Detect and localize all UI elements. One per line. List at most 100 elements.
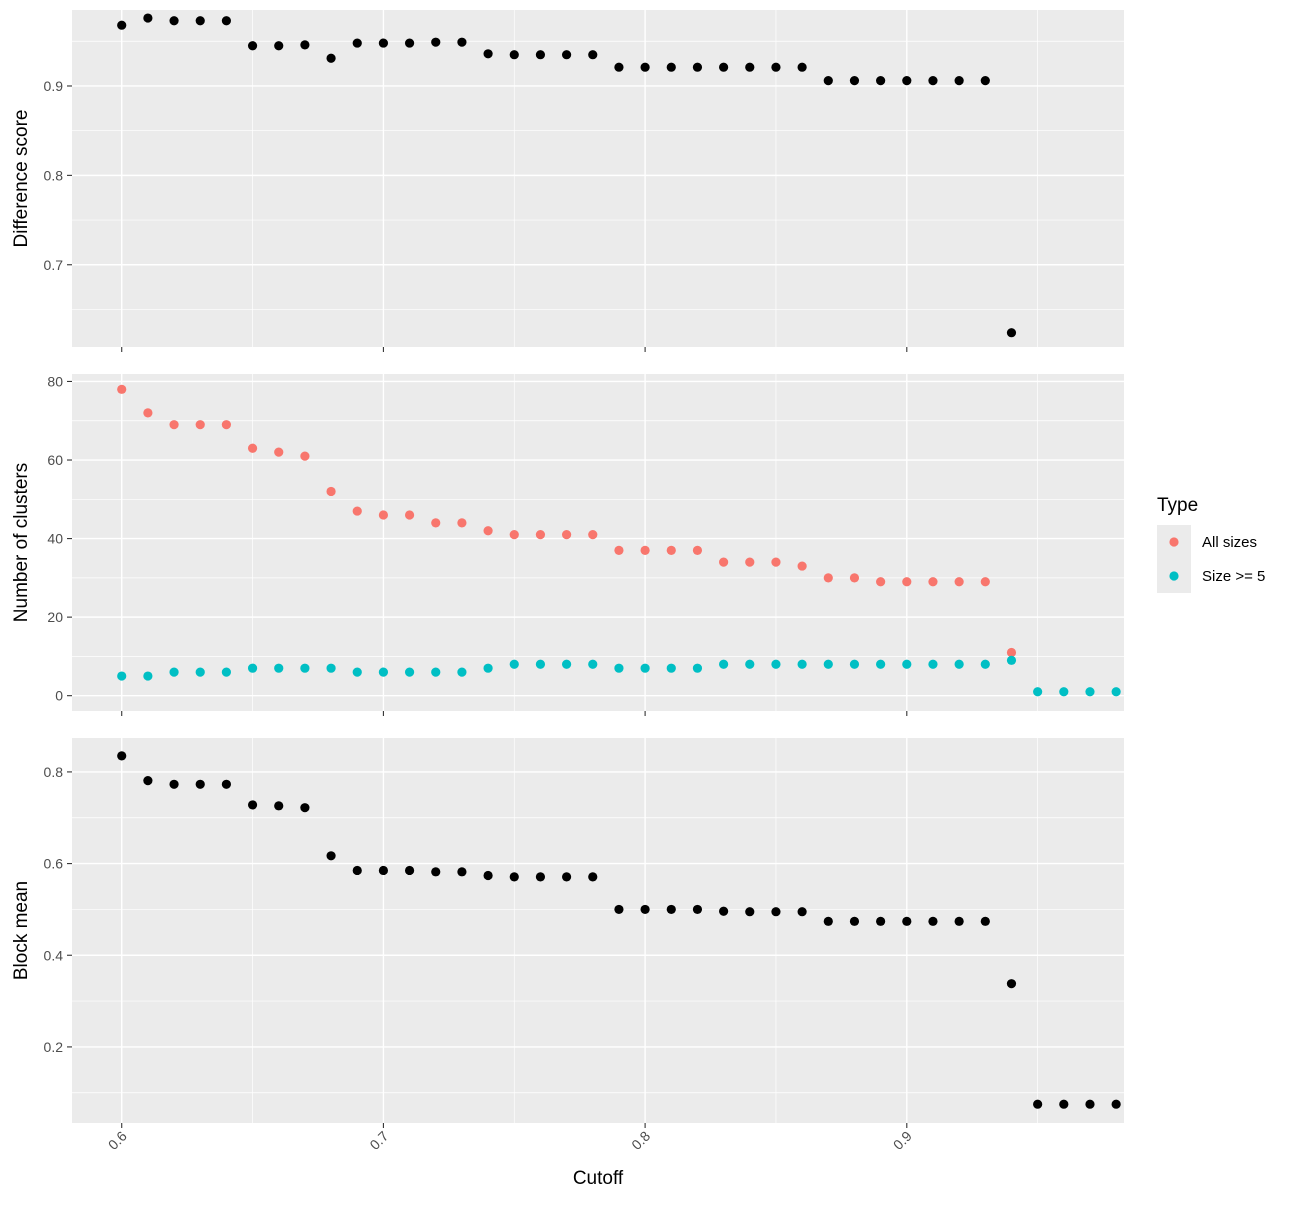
- y-axis-title: Number of clusters: [11, 463, 32, 622]
- data-point: [378, 38, 389, 48]
- data-point: [1111, 1099, 1121, 1109]
- data-point: [876, 76, 886, 86]
- data-point: [640, 62, 650, 72]
- data-point: [457, 867, 467, 877]
- data-point: [745, 907, 755, 917]
- y-tick-label: 0.8: [44, 167, 64, 183]
- data-point: [1033, 687, 1043, 697]
- data-point: [378, 667, 389, 677]
- data-point: [692, 62, 703, 72]
- data-point: [1006, 328, 1017, 338]
- data-point: [1006, 655, 1017, 665]
- data-point: [849, 573, 860, 583]
- data-point: [483, 870, 493, 881]
- y-tick-label: 0.2: [44, 1039, 64, 1055]
- y-tick-label: 40: [47, 531, 63, 547]
- x-tick-label: 0.9: [890, 1128, 915, 1153]
- x-axis-title: Cutoff: [573, 1168, 624, 1189]
- data-point: [483, 526, 493, 536]
- legend-title: Type: [1157, 495, 1198, 516]
- panel-background: [72, 10, 1124, 347]
- data-point: [1111, 687, 1121, 697]
- data-point: [483, 49, 493, 59]
- data-point: [143, 13, 153, 23]
- data-point: [300, 40, 310, 50]
- data-point: [797, 907, 807, 917]
- legend-label: All sizes: [1202, 534, 1257, 551]
- y-tick-label: 0.9: [44, 78, 64, 94]
- data-point: [666, 62, 676, 72]
- data-point: [823, 916, 833, 926]
- data-point: [954, 659, 964, 669]
- data-point: [535, 50, 546, 60]
- data-point: [378, 510, 389, 520]
- data-point: [588, 872, 598, 882]
- data-point: [745, 659, 755, 669]
- data-point: [797, 62, 807, 72]
- data-point: [640, 545, 650, 555]
- data-point: [692, 663, 703, 673]
- data-point: [561, 659, 572, 669]
- data-point: [535, 872, 546, 882]
- y-tick-label: 0.4: [44, 947, 64, 963]
- data-point: [823, 659, 833, 669]
- data-point: [561, 50, 572, 60]
- data-point: [771, 659, 781, 669]
- data-point: [745, 557, 755, 567]
- y-tick-label: 0.6: [44, 856, 64, 872]
- data-point: [797, 659, 807, 669]
- data-point: [823, 573, 833, 583]
- y-axis-title: Block mean: [11, 881, 32, 980]
- data-point: [117, 671, 127, 681]
- data-point: [666, 904, 676, 915]
- data-point: [143, 408, 153, 418]
- data-point: [143, 671, 153, 681]
- data-point: [640, 663, 650, 673]
- data-point: [404, 510, 415, 520]
- x-tick-label: 0.6: [105, 1128, 130, 1153]
- data-point: [431, 867, 441, 877]
- panel-background: [72, 374, 1124, 711]
- data-point: [352, 667, 362, 677]
- data-point: [274, 447, 284, 457]
- data-point: [274, 663, 284, 673]
- data-point: [692, 904, 703, 915]
- data-point: [902, 577, 912, 587]
- panel-background: [72, 738, 1124, 1123]
- data-point: [745, 62, 755, 72]
- data-point: [221, 16, 231, 26]
- data-point: [954, 76, 964, 86]
- data-point: [483, 663, 493, 673]
- data-point: [980, 76, 990, 86]
- data-point: [117, 384, 127, 394]
- data-point: [588, 659, 598, 669]
- data-point: [666, 663, 676, 673]
- data-point: [1006, 647, 1017, 658]
- data-point: [849, 76, 860, 86]
- y-tick-label: 0: [55, 688, 63, 704]
- data-point: [614, 904, 624, 915]
- y-tick-label: 0.8: [44, 764, 64, 780]
- data-point: [404, 667, 415, 677]
- data-point: [797, 561, 807, 571]
- data-point: [1006, 979, 1017, 989]
- data-point: [221, 779, 231, 789]
- data-point: [849, 659, 860, 669]
- data-point: [247, 663, 258, 673]
- data-point: [771, 907, 781, 917]
- data-point: [195, 420, 205, 430]
- y-tick-label: 60: [47, 452, 63, 468]
- data-point: [928, 659, 938, 669]
- data-point: [195, 16, 205, 26]
- data-point: [535, 530, 546, 540]
- data-point: [221, 420, 231, 430]
- data-point: [719, 659, 729, 669]
- data-point: [588, 50, 598, 60]
- data-point: [300, 803, 310, 813]
- data-point: [274, 41, 284, 51]
- data-point: [771, 557, 781, 567]
- data-point: [247, 41, 258, 51]
- data-point: [876, 916, 886, 926]
- data-point: [326, 53, 336, 63]
